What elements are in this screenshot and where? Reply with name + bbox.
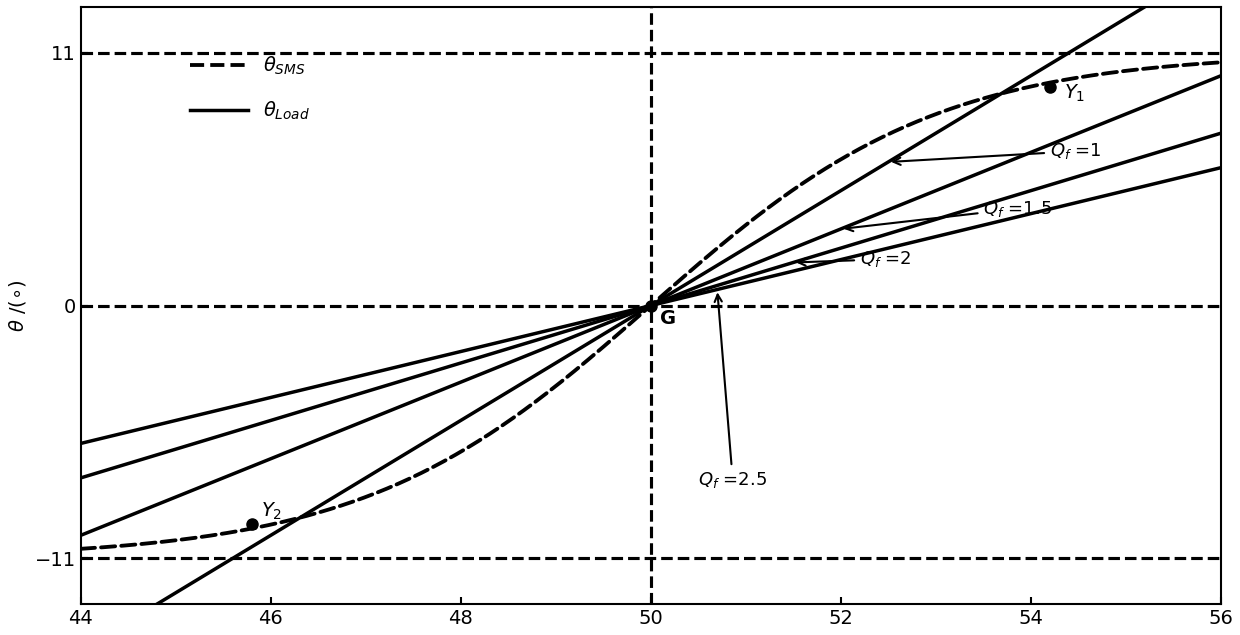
Text: $Q_f$ =2.5: $Q_f$ =2.5	[698, 295, 768, 490]
Text: $Y_2$: $Y_2$	[262, 501, 283, 522]
Text: G: G	[660, 309, 676, 328]
Legend: $\theta_{SMS}$, $\theta_{Load}$: $\theta_{SMS}$, $\theta_{Load}$	[182, 46, 319, 130]
Text: $Q_f$ =2: $Q_f$ =2	[799, 249, 911, 269]
Text: $Q_f$ =1: $Q_f$ =1	[893, 141, 1101, 165]
Y-axis label: $\theta$ /($\circ$): $\theta$ /($\circ$)	[7, 279, 29, 332]
Text: $Q_f$ =1.5: $Q_f$ =1.5	[846, 199, 1052, 231]
Text: $Y_1$: $Y_1$	[1064, 83, 1085, 104]
